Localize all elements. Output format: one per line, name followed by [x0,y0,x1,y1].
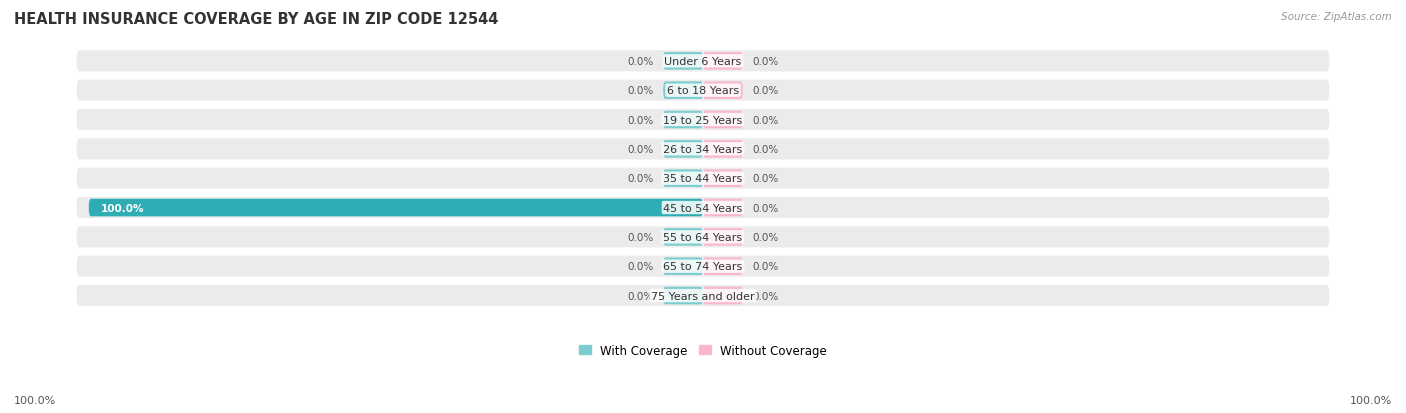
Text: 0.0%: 0.0% [627,86,654,96]
FancyBboxPatch shape [76,197,1330,218]
Text: 26 to 34 Years: 26 to 34 Years [664,145,742,154]
Text: 0.0%: 0.0% [752,261,779,271]
Text: 0.0%: 0.0% [627,115,654,125]
Text: 100.0%: 100.0% [1350,395,1392,405]
Text: 0.0%: 0.0% [627,174,654,184]
Text: 45 to 54 Years: 45 to 54 Years [664,203,742,213]
FancyBboxPatch shape [76,51,1330,72]
FancyBboxPatch shape [664,82,703,100]
FancyBboxPatch shape [664,53,703,71]
Text: 0.0%: 0.0% [627,291,654,301]
FancyBboxPatch shape [76,227,1330,248]
Text: 0.0%: 0.0% [752,232,779,242]
FancyBboxPatch shape [664,287,703,305]
FancyBboxPatch shape [703,287,742,305]
Text: 65 to 74 Years: 65 to 74 Years [664,261,742,271]
FancyBboxPatch shape [664,170,703,188]
Text: 0.0%: 0.0% [627,57,654,66]
Text: Under 6 Years: Under 6 Years [665,57,741,66]
FancyBboxPatch shape [76,285,1330,306]
Text: 0.0%: 0.0% [752,145,779,154]
FancyBboxPatch shape [664,228,703,246]
Text: Source: ZipAtlas.com: Source: ZipAtlas.com [1281,12,1392,22]
Text: 0.0%: 0.0% [627,232,654,242]
FancyBboxPatch shape [89,199,703,217]
Text: 0.0%: 0.0% [752,86,779,96]
Text: HEALTH INSURANCE COVERAGE BY AGE IN ZIP CODE 12544: HEALTH INSURANCE COVERAGE BY AGE IN ZIP … [14,12,499,27]
Text: 6 to 18 Years: 6 to 18 Years [666,86,740,96]
FancyBboxPatch shape [76,256,1330,277]
Text: 0.0%: 0.0% [627,261,654,271]
FancyBboxPatch shape [703,82,742,100]
FancyBboxPatch shape [703,112,742,129]
Text: 100.0%: 100.0% [101,203,145,213]
Text: 0.0%: 0.0% [752,291,779,301]
FancyBboxPatch shape [703,228,742,246]
FancyBboxPatch shape [703,170,742,188]
FancyBboxPatch shape [703,258,742,275]
Text: 0.0%: 0.0% [627,145,654,154]
FancyBboxPatch shape [664,141,703,158]
Text: 35 to 44 Years: 35 to 44 Years [664,174,742,184]
Text: 100.0%: 100.0% [14,395,56,405]
Text: 75 Years and older: 75 Years and older [651,291,755,301]
FancyBboxPatch shape [664,112,703,129]
FancyBboxPatch shape [703,199,742,217]
Text: 0.0%: 0.0% [752,115,779,125]
FancyBboxPatch shape [76,81,1330,102]
Legend: With Coverage, Without Coverage: With Coverage, Without Coverage [574,339,832,362]
FancyBboxPatch shape [703,53,742,71]
FancyBboxPatch shape [76,168,1330,189]
Text: 0.0%: 0.0% [752,174,779,184]
FancyBboxPatch shape [703,141,742,158]
Text: 0.0%: 0.0% [752,57,779,66]
Text: 55 to 64 Years: 55 to 64 Years [664,232,742,242]
Text: 19 to 25 Years: 19 to 25 Years [664,115,742,125]
FancyBboxPatch shape [76,139,1330,160]
FancyBboxPatch shape [76,110,1330,131]
Text: 0.0%: 0.0% [752,203,779,213]
FancyBboxPatch shape [664,258,703,275]
